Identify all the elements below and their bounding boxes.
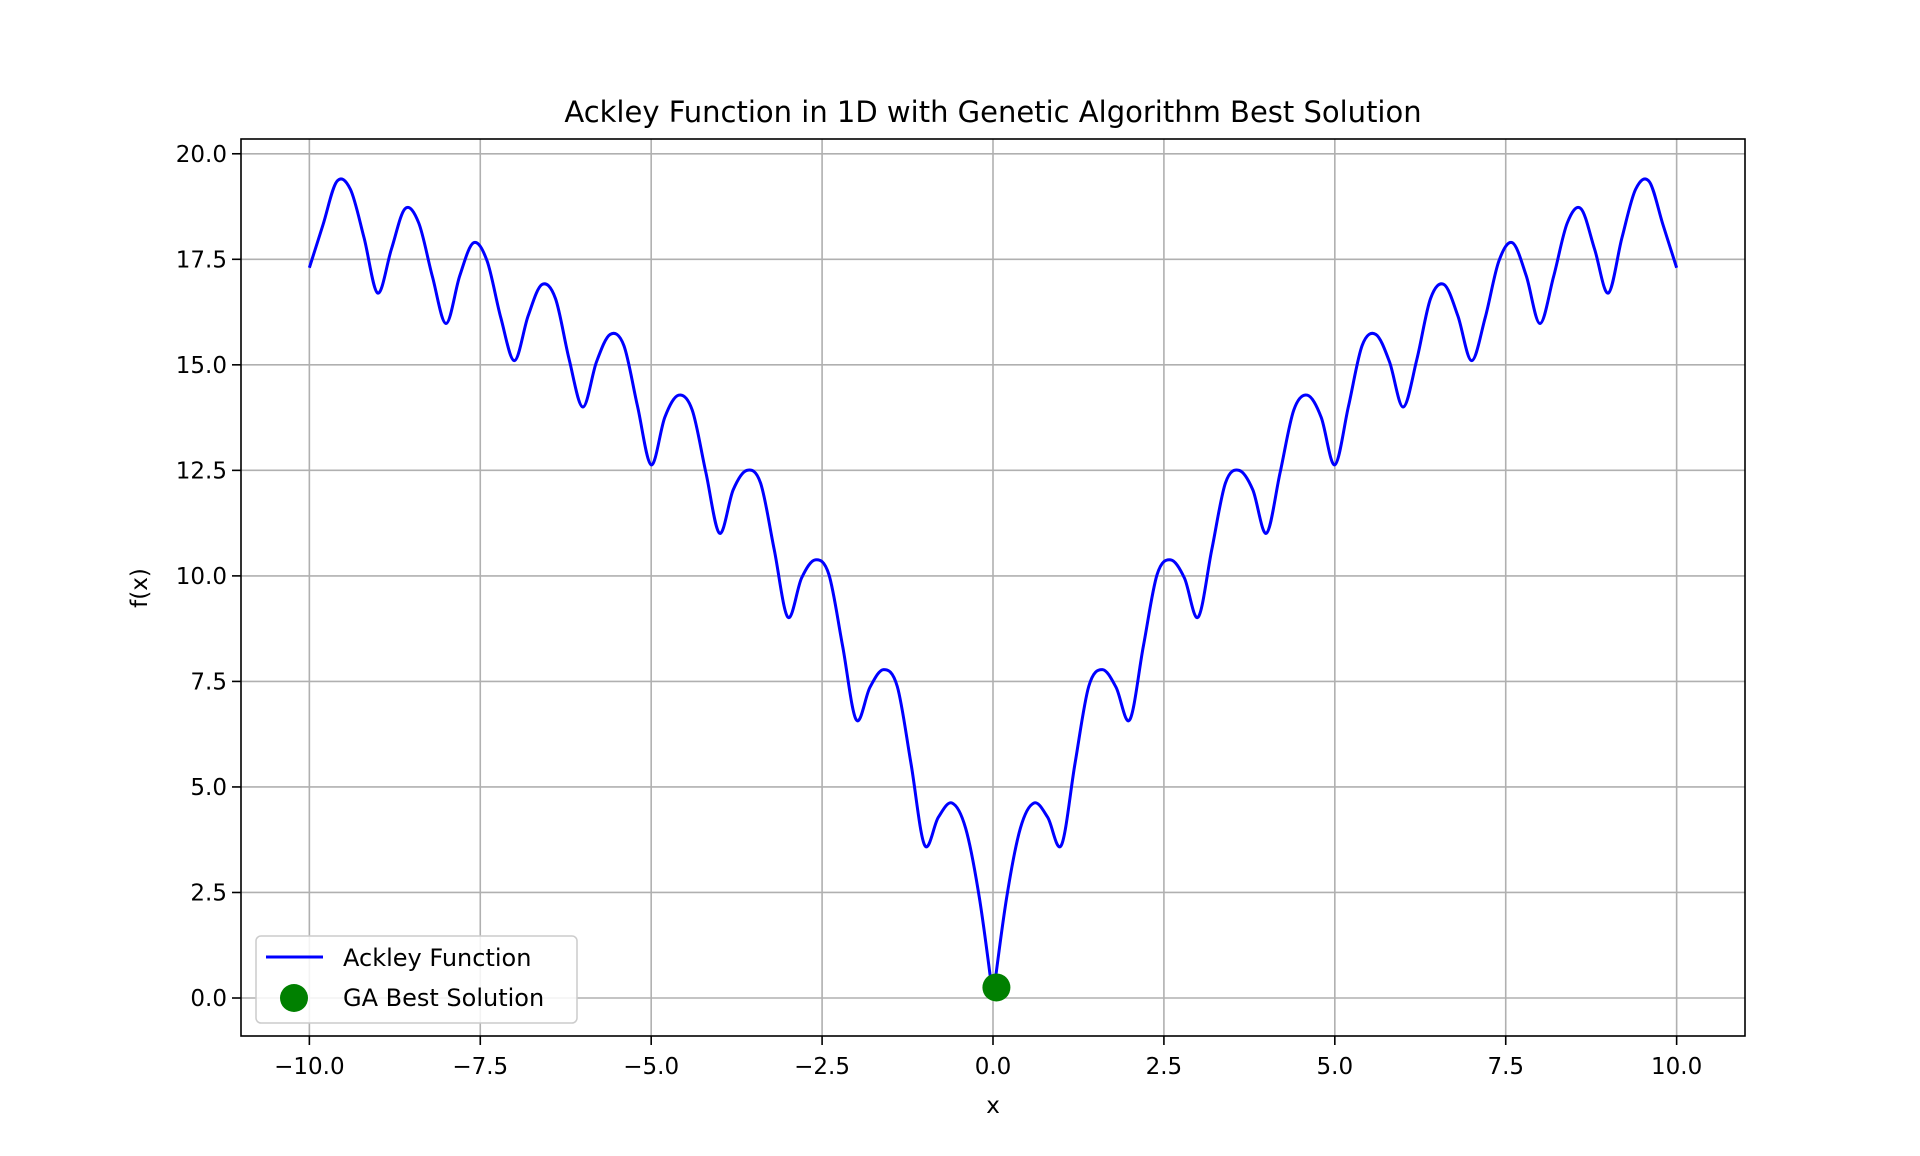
legend: Ackley Function GA Best Solution [255,935,578,1024]
chart-title: Ackley Function in 1D with Genetic Algor… [564,95,1421,129]
x-axis-label: x [986,1093,1000,1119]
y-tick-label: 12.5 [176,458,227,484]
legend-box [255,935,578,1024]
x-tick-label: 2.5 [1146,1054,1183,1080]
x-tick-label: −2.5 [794,1054,850,1080]
y-axis-label: f(x) [127,568,153,608]
axis-ticks: −10.0 −7.5 −5.0 −2.5 0.0 2.5 5.0 7.5 10.0 0.0 2.5 5… [176,142,1702,1080]
legend-marker-swatch [280,984,308,1012]
y-tick-label: 17.5 [176,247,227,273]
y-tick-label: 0.0 [190,986,227,1012]
plot-series [307,177,1679,1002]
x-tick-label: 5.0 [1317,1054,1354,1080]
y-tick-label: 15.0 [176,353,227,379]
x-tick-label: −7.5 [452,1054,508,1080]
x-tick-label: 7.5 [1487,1054,1524,1080]
legend-entry-ackley-function: Ackley Function [343,944,531,972]
x-tick-label: 10.0 [1651,1054,1702,1080]
x-tick-label: −10.0 [274,1054,344,1080]
x-tick-label: 0.0 [975,1054,1012,1080]
y-tick-label: 5.0 [190,775,227,801]
scatter-point-ga-best-solution [982,973,1011,1002]
y-tick-label: 2.5 [190,880,227,906]
y-tick-label: 20.0 [176,142,227,168]
y-tick-label: 7.5 [190,669,227,695]
legend-entry-ga-best-solution: GA Best Solution [343,984,544,1012]
x-tick-label: −5.0 [623,1054,679,1080]
y-tick-label: 10.0 [176,564,227,590]
